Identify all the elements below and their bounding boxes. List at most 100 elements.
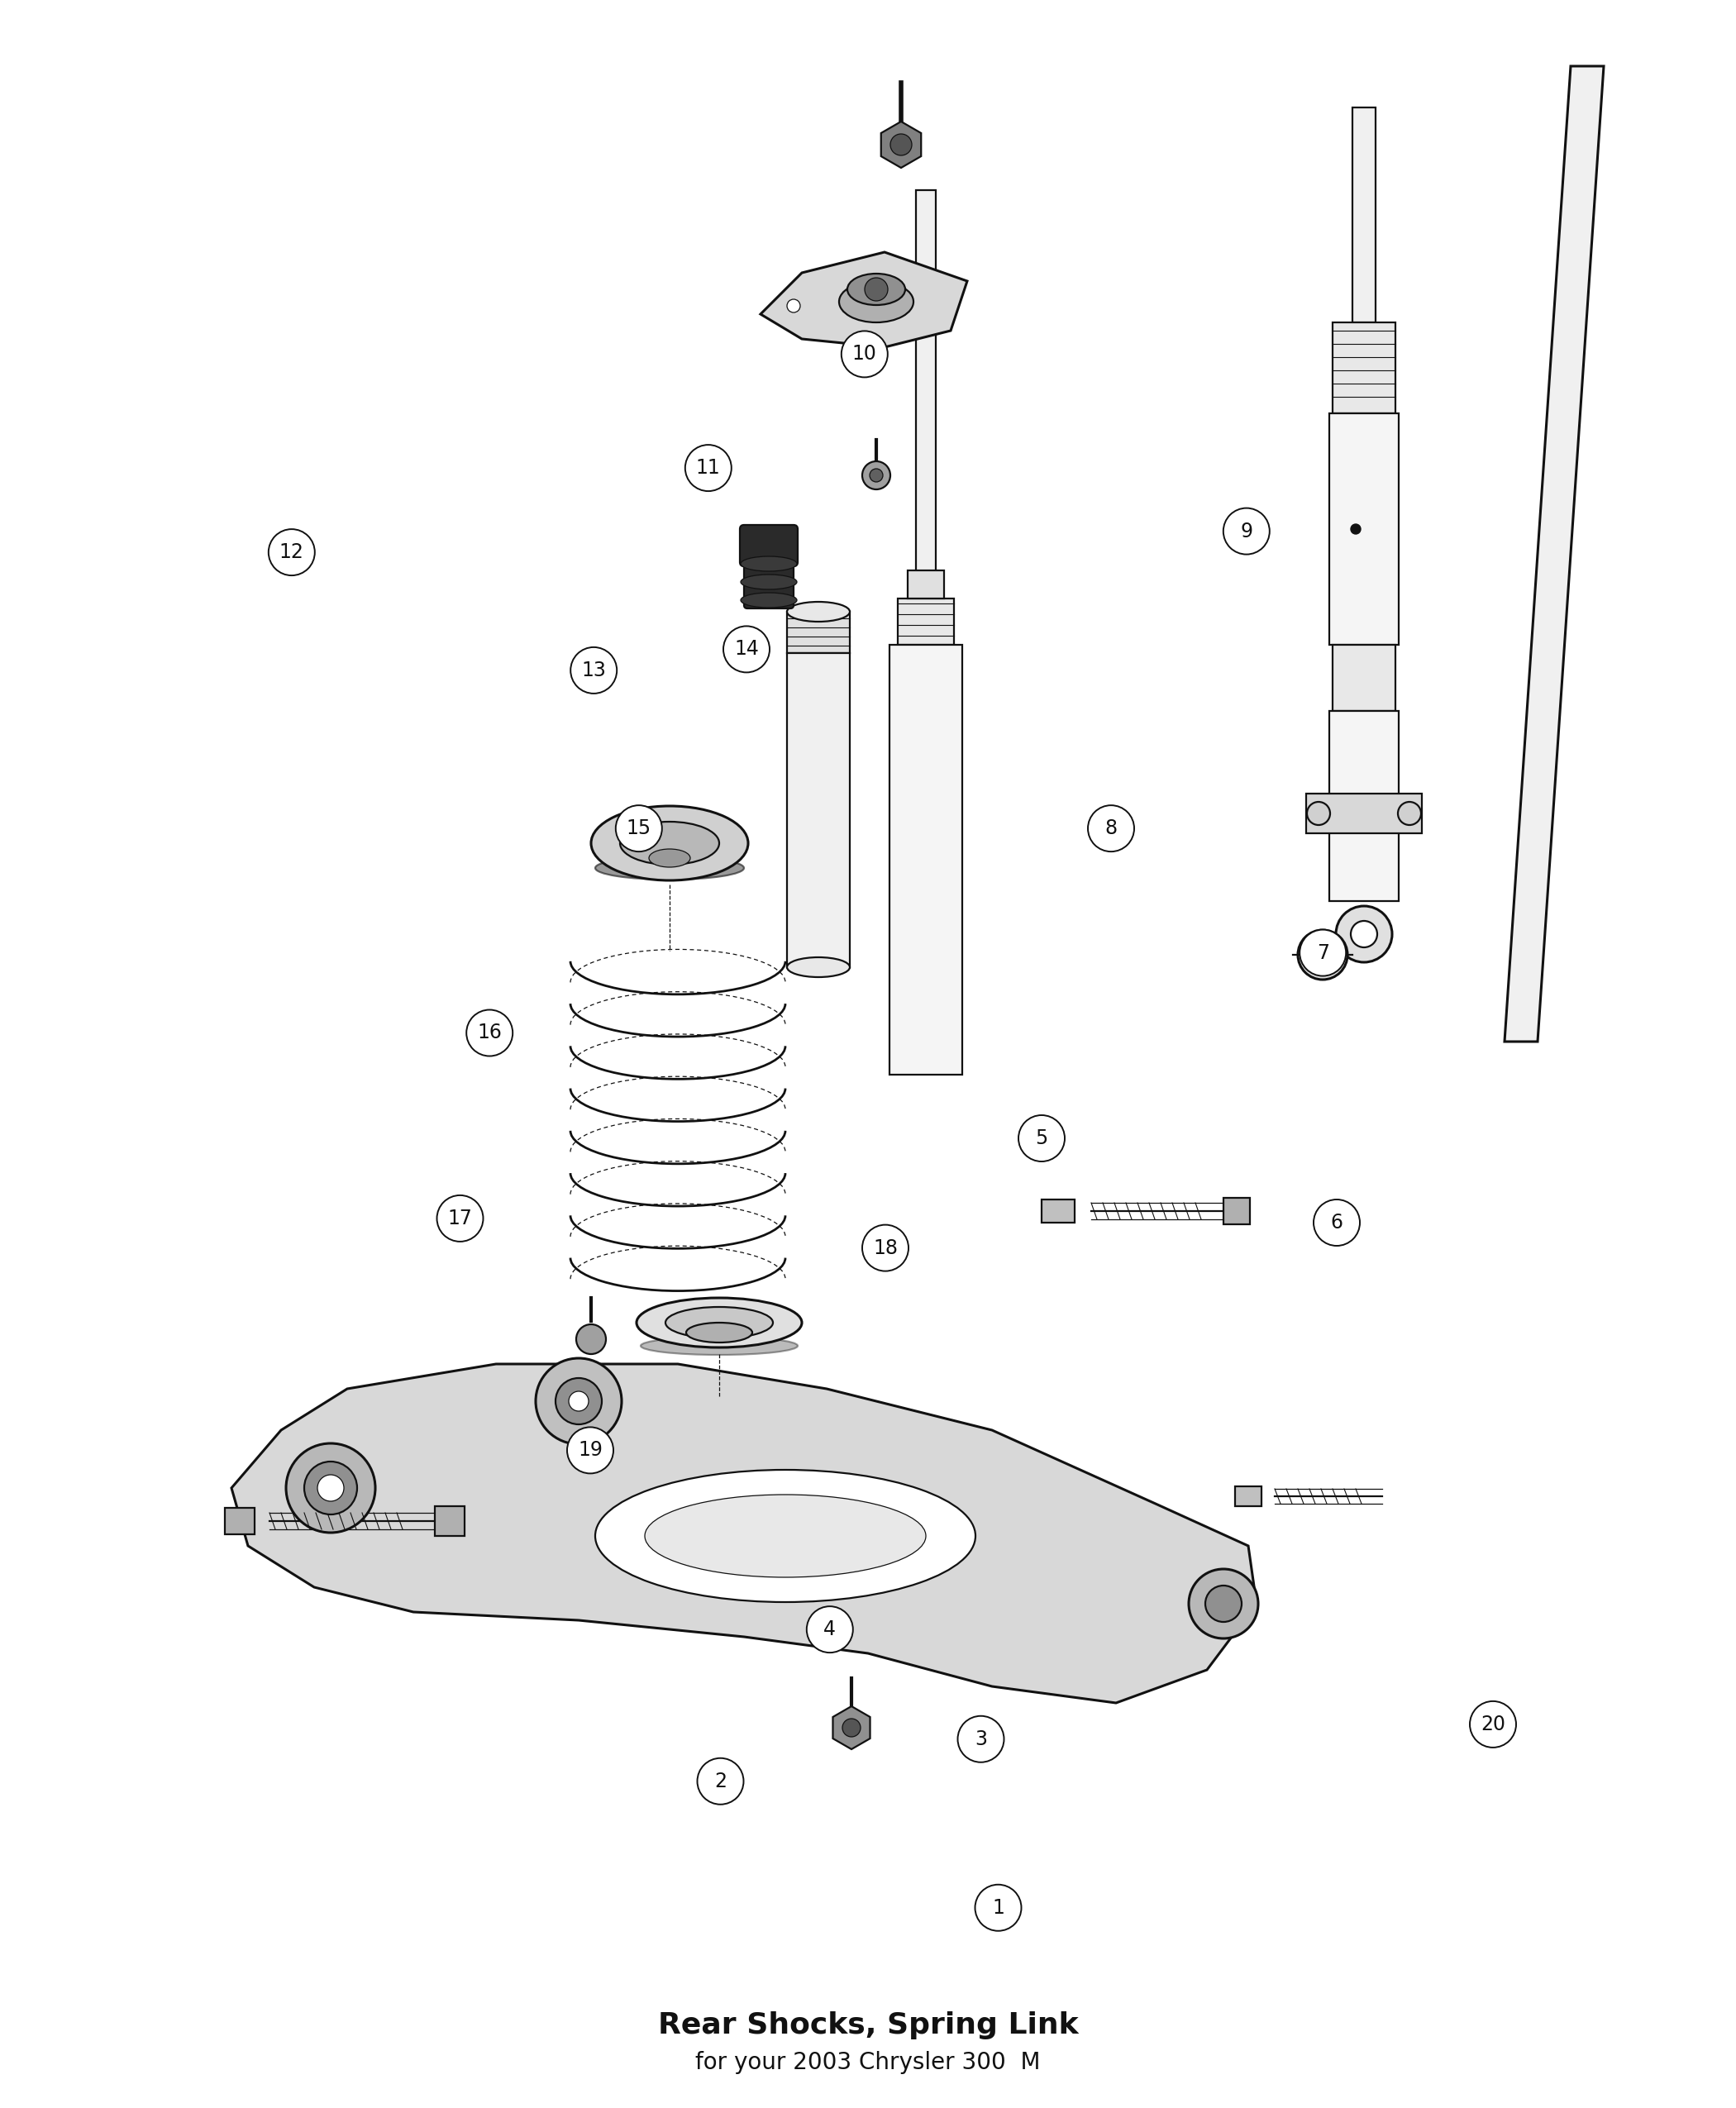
Circle shape — [1311, 942, 1335, 965]
Polygon shape — [1505, 65, 1604, 1041]
FancyBboxPatch shape — [745, 557, 793, 609]
Text: 13: 13 — [582, 660, 606, 681]
Circle shape — [318, 1476, 344, 1501]
Ellipse shape — [786, 957, 851, 978]
Text: 11: 11 — [696, 457, 720, 479]
Ellipse shape — [644, 1495, 925, 1577]
Polygon shape — [760, 253, 967, 348]
Circle shape — [1019, 1115, 1064, 1162]
Circle shape — [976, 1885, 1021, 1931]
Circle shape — [1351, 921, 1377, 946]
Text: 10: 10 — [852, 344, 877, 365]
Ellipse shape — [641, 1336, 799, 1355]
Text: 9: 9 — [1240, 521, 1253, 542]
Circle shape — [891, 135, 911, 156]
Bar — [1305, 793, 1422, 833]
Bar — [786, 653, 851, 968]
Text: 20: 20 — [1481, 1714, 1505, 1735]
Ellipse shape — [741, 592, 797, 607]
Bar — [1333, 323, 1396, 413]
FancyBboxPatch shape — [740, 525, 799, 567]
Bar — [889, 645, 962, 1075]
Circle shape — [1189, 1568, 1259, 1638]
Circle shape — [686, 445, 731, 491]
Bar — [1042, 1199, 1075, 1223]
Circle shape — [467, 1010, 512, 1056]
Circle shape — [698, 1758, 743, 1804]
Text: 16: 16 — [477, 1022, 502, 1043]
Bar — [1333, 645, 1396, 710]
Ellipse shape — [838, 280, 913, 323]
Ellipse shape — [863, 462, 891, 489]
Polygon shape — [882, 122, 922, 169]
Circle shape — [807, 1606, 852, 1653]
Text: 19: 19 — [578, 1440, 602, 1461]
Text: 3: 3 — [974, 1729, 988, 1750]
Circle shape — [842, 331, 887, 377]
Circle shape — [556, 1379, 602, 1425]
Text: 4: 4 — [823, 1619, 837, 1640]
Bar — [786, 611, 851, 653]
Text: 8: 8 — [1104, 818, 1118, 839]
Circle shape — [1337, 906, 1392, 961]
Text: Rear Shocks, Spring Link: Rear Shocks, Spring Link — [658, 2011, 1078, 2038]
Bar — [226, 1507, 255, 1535]
Ellipse shape — [847, 274, 904, 306]
Circle shape — [1299, 930, 1347, 980]
Bar — [1224, 1197, 1250, 1225]
Ellipse shape — [590, 805, 748, 881]
Ellipse shape — [649, 850, 691, 866]
Ellipse shape — [686, 1322, 752, 1343]
Text: 6: 6 — [1330, 1212, 1344, 1233]
Circle shape — [1205, 1585, 1241, 1621]
Circle shape — [1351, 525, 1361, 533]
Circle shape — [958, 1716, 1003, 1762]
Ellipse shape — [741, 575, 797, 590]
Text: 1: 1 — [991, 1897, 1005, 1918]
Circle shape — [1314, 1199, 1359, 1246]
Circle shape — [1300, 930, 1345, 976]
Bar — [1330, 710, 1399, 900]
Text: 18: 18 — [873, 1237, 898, 1258]
Text: 12: 12 — [279, 542, 304, 563]
Text: 5: 5 — [1035, 1128, 1049, 1149]
Circle shape — [286, 1444, 375, 1533]
Ellipse shape — [637, 1299, 802, 1347]
Ellipse shape — [870, 468, 884, 483]
Circle shape — [571, 647, 616, 694]
Circle shape — [1088, 805, 1134, 852]
Circle shape — [437, 1195, 483, 1242]
Circle shape — [842, 1718, 861, 1737]
Bar — [898, 599, 955, 645]
Circle shape — [724, 626, 769, 672]
Circle shape — [576, 1324, 606, 1353]
Circle shape — [863, 1225, 908, 1271]
Text: for your 2003 Chrysler 300  M: for your 2003 Chrysler 300 M — [696, 2051, 1040, 2074]
Ellipse shape — [595, 1469, 976, 1602]
Bar — [1234, 1486, 1262, 1507]
Text: 2: 2 — [713, 1771, 727, 1792]
Circle shape — [1224, 508, 1269, 554]
Circle shape — [1397, 801, 1422, 824]
Bar — [1352, 108, 1375, 323]
Bar — [908, 571, 944, 599]
Polygon shape — [833, 1705, 870, 1750]
Circle shape — [786, 299, 800, 312]
Circle shape — [536, 1358, 621, 1444]
Circle shape — [569, 1391, 589, 1410]
Ellipse shape — [741, 557, 797, 571]
Text: 14: 14 — [734, 639, 759, 660]
Circle shape — [1470, 1701, 1516, 1748]
Bar — [434, 1507, 465, 1537]
Text: 7: 7 — [1316, 942, 1330, 963]
Circle shape — [865, 278, 887, 301]
Ellipse shape — [786, 601, 851, 622]
Text: 15: 15 — [627, 818, 651, 839]
Circle shape — [269, 529, 314, 575]
Circle shape — [568, 1427, 613, 1473]
Ellipse shape — [665, 1307, 773, 1339]
Polygon shape — [231, 1364, 1257, 1703]
Circle shape — [616, 805, 661, 852]
Text: 17: 17 — [448, 1208, 472, 1229]
Circle shape — [304, 1461, 358, 1514]
